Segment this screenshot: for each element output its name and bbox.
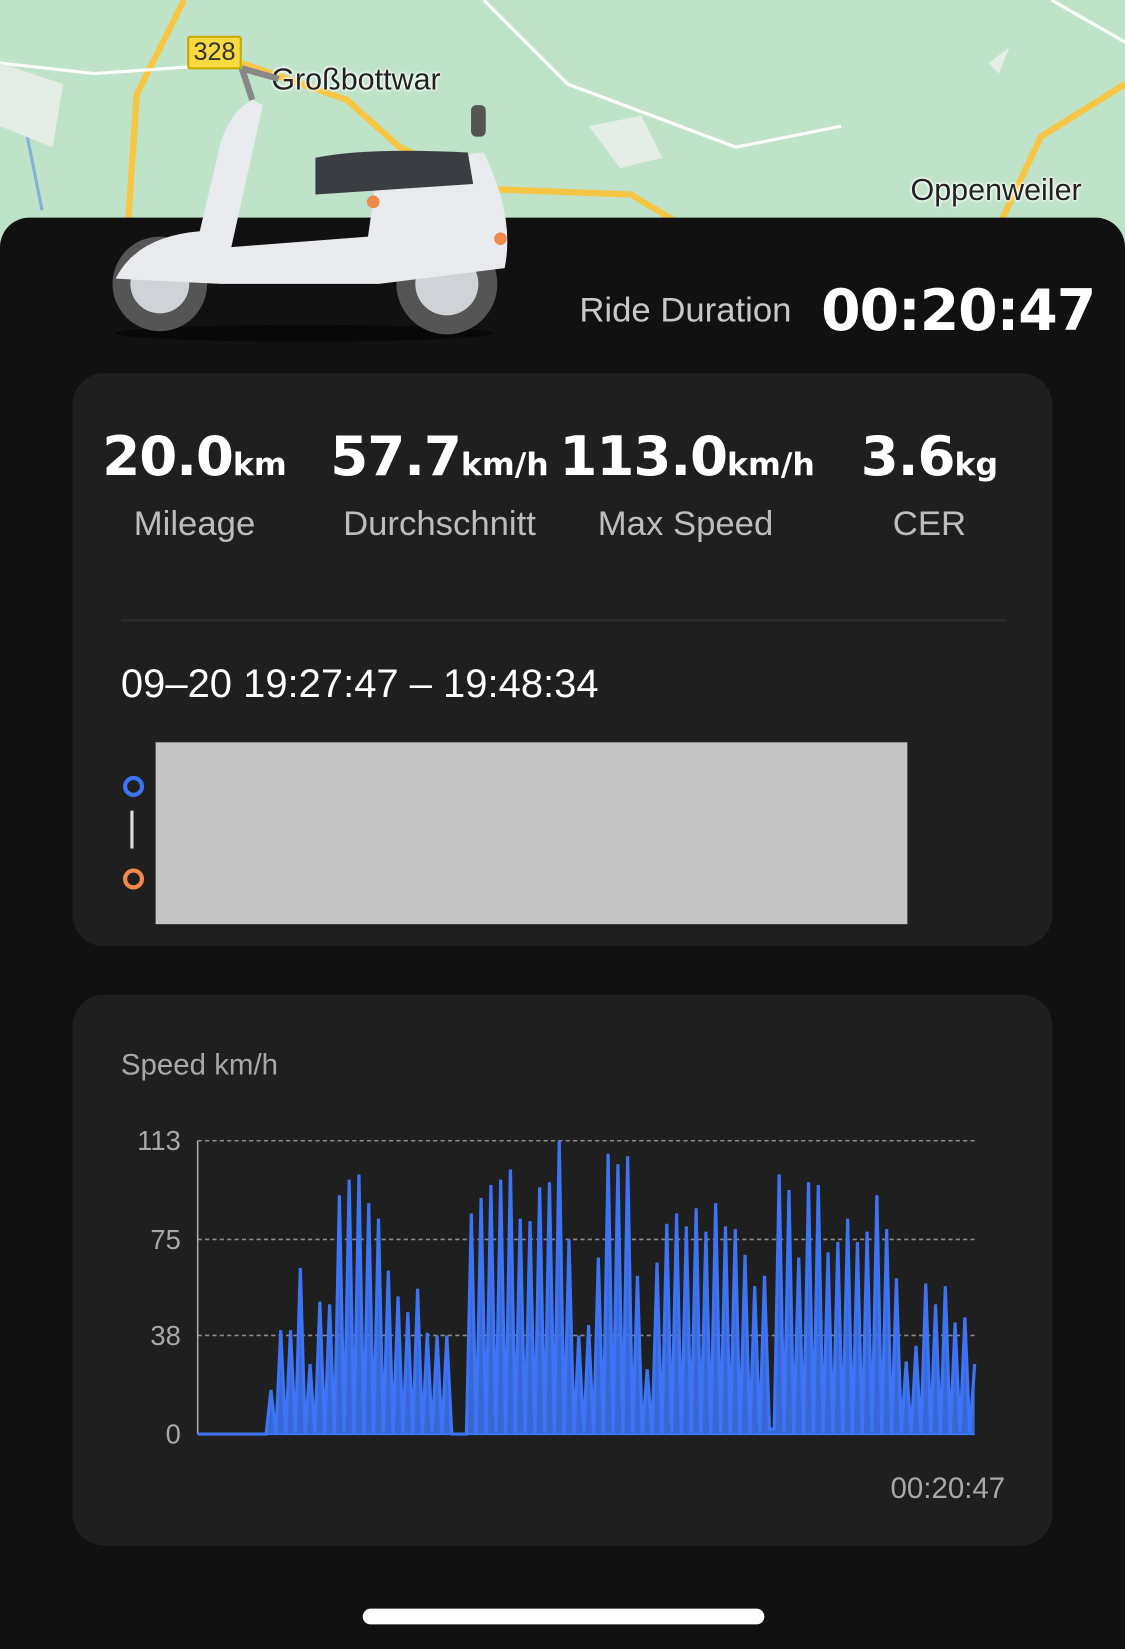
stat-value: 20.0	[102, 425, 234, 489]
stat-label: Mileage	[133, 503, 256, 543]
stat-mileage: 20.0km Mileage	[68, 426, 320, 544]
route-map[interactable]: 328 Großbottwar Oppenweiler	[0, 0, 1125, 253]
stat-value: 3.6	[860, 425, 956, 489]
home-indicator[interactable]	[362, 1608, 765, 1625]
start-point-icon	[123, 775, 145, 797]
chart-title: Speed km/h	[120, 1048, 279, 1081]
stat-unit: km/h	[727, 446, 815, 484]
map-label-town: Großbottwar	[271, 63, 441, 97]
ride-duration-value: 00:20:47	[821, 277, 1096, 344]
route-connector-line	[130, 810, 134, 849]
map-label-town: Oppenweiler	[910, 173, 1082, 208]
stat-label: Durchschnitt	[343, 503, 536, 543]
stat-max-speed: 113.0km/h Max Speed	[559, 425, 815, 544]
stat-value: 113.0	[559, 425, 728, 489]
scooter-image	[112, 65, 508, 342]
stat-unit: km	[232, 446, 287, 484]
trip-time-range: 09–20 19:27:47 – 19:48:34	[120, 662, 599, 707]
stat-unit: km/h	[460, 446, 549, 484]
stat-average-speed: 57.7km/h Durchschnitt	[313, 426, 565, 544]
ride-duration-label: Ride Duration	[579, 290, 792, 330]
stat-cer: 3.6kg CER	[803, 426, 1055, 544]
chart-x-end-label: 00:20:47	[890, 1471, 1006, 1505]
stat-label: Max Speed	[597, 503, 774, 543]
stat-value: 57.7	[330, 425, 462, 489]
stat-label: CER	[892, 503, 967, 543]
stat-unit: kg	[954, 446, 999, 484]
end-point-icon	[123, 868, 145, 890]
address-placeholder	[155, 742, 908, 925]
divider	[120, 619, 1006, 622]
route-shield: 328	[187, 35, 242, 70]
